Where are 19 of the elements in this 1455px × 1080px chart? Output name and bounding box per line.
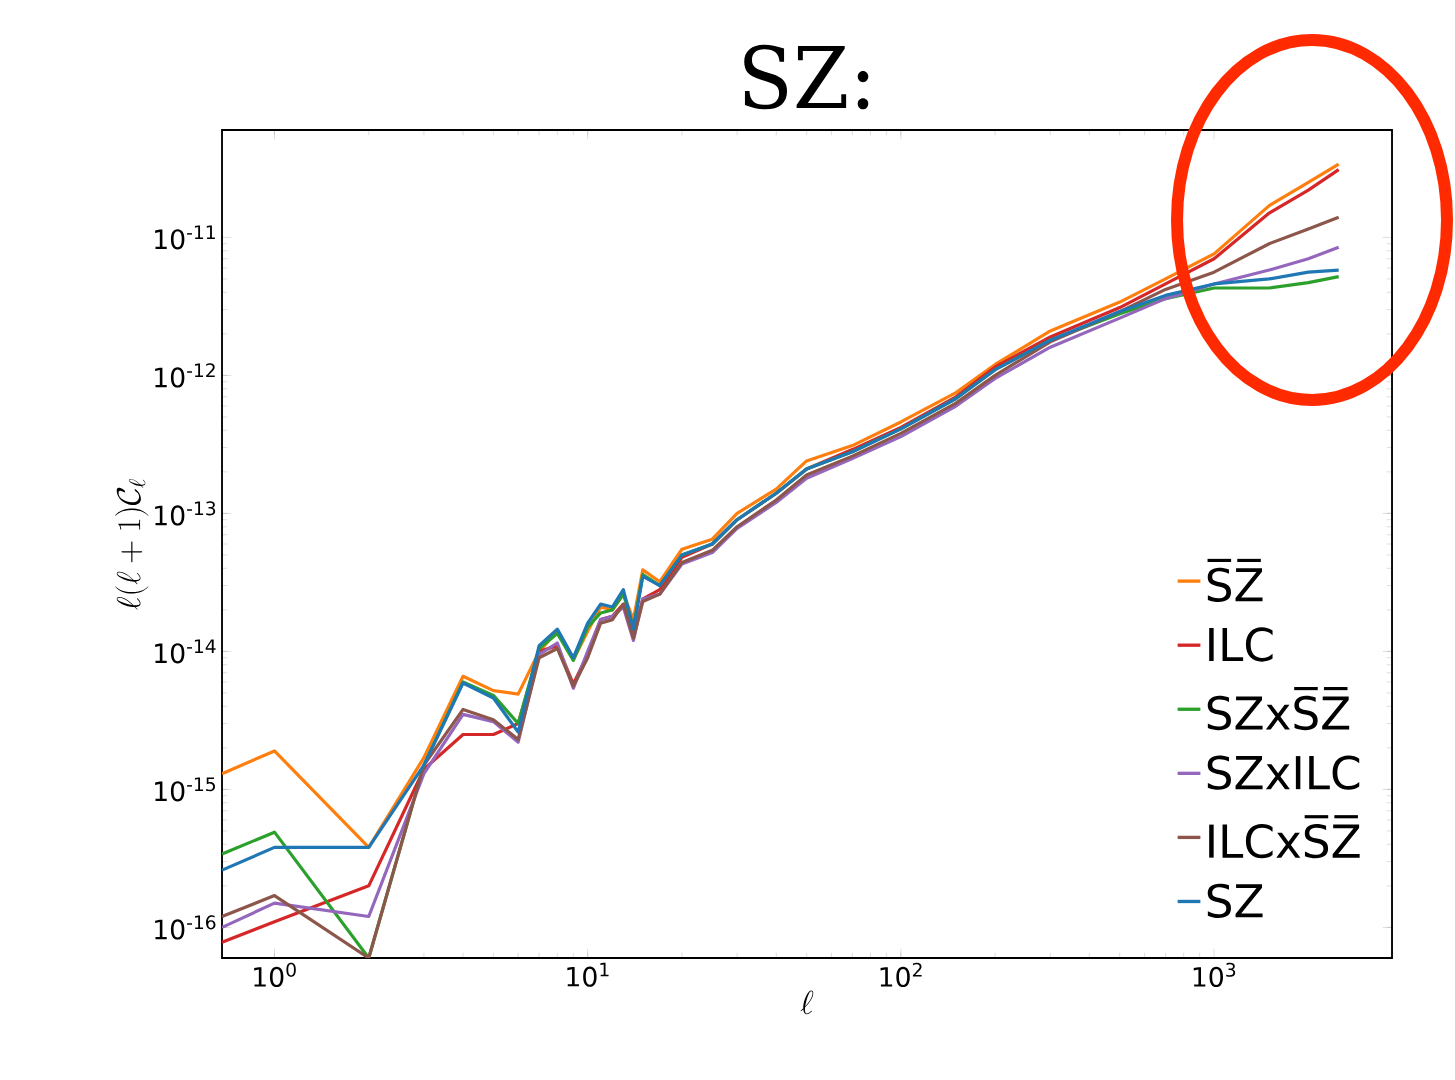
legend-label: ILC bbox=[1209, 627, 1273, 662]
y-tick-label: 10$^{-16}$ bbox=[155, 915, 216, 940]
y-tick-label: 10$^{-13}$ bbox=[155, 501, 216, 526]
legend-label: SZxS̅Z̅ bbox=[1207, 687, 1350, 731]
y-tick-label: 10$^{-14}$ bbox=[155, 639, 216, 664]
x-axis-title: $\ell$ bbox=[800, 990, 814, 1015]
legend-label: SZ bbox=[1207, 883, 1263, 918]
y-tick-label: 10$^{-15}$ bbox=[155, 777, 215, 802]
x-tick-label: 10$^{3}$ bbox=[1193, 962, 1236, 987]
y-axis-title: $\ell(\ell+1)\mathcal{C}_\ell$ bbox=[115, 478, 149, 610]
chart-title: SZ: bbox=[744, 44, 869, 110]
x-tick-label: 10$^{0}$ bbox=[254, 962, 296, 987]
y-tick-label: 10$^{-12}$ bbox=[155, 363, 215, 388]
legend-label: ILCxS̅Z̅ bbox=[1209, 815, 1360, 859]
y-tick-label: 10$^{-11}$ bbox=[155, 225, 215, 250]
legend-label: S̅Z̅ bbox=[1207, 558, 1263, 603]
legend-label: SZxILC bbox=[1207, 755, 1360, 790]
x-tick-label: 10$^{2}$ bbox=[880, 962, 922, 987]
x-tick-label: 10$^{1}$ bbox=[567, 962, 609, 987]
